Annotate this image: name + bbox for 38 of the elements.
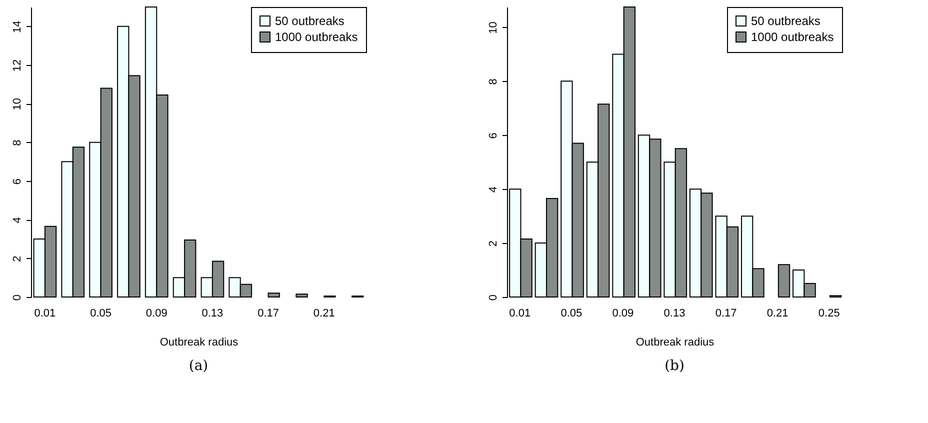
legend-label: 50 outbreaks — [751, 14, 820, 28]
x-tick-label: 0.21 — [766, 308, 788, 320]
x-tick-label: 0.01 — [34, 308, 56, 320]
y-tick-label: 6 — [488, 132, 500, 139]
x-tick-label: 0.25 — [818, 308, 840, 320]
text: (b) — [664, 358, 684, 374]
x-tick-label: 0.17 — [715, 308, 737, 320]
x-axis-title: Outbreak radius — [160, 336, 239, 348]
x-tick-label: 0.09 — [612, 308, 634, 320]
y-tick-label: 8 — [488, 78, 500, 85]
x-tick-label: 0.01 — [509, 308, 531, 320]
legend-label: 1000 outbreaks — [275, 30, 358, 44]
y-tick-label: 6 — [12, 178, 24, 185]
x-tick-label: 0.05 — [560, 308, 582, 320]
y-tick-label: 10 — [488, 22, 500, 34]
x-tick-label: 0.05 — [90, 308, 112, 320]
x-tick-label: 0.17 — [258, 308, 280, 320]
y-tick-label: 8 — [12, 140, 24, 146]
y-tick-label: 2 — [12, 256, 24, 262]
legend-label: 1000 outbreaks — [751, 30, 834, 44]
x-axis-title: Outbreak radius — [636, 336, 715, 348]
y-tick-label: 4 — [488, 186, 500, 193]
x-tick-label: 0.21 — [313, 308, 335, 320]
text: (a) — [188, 358, 208, 374]
y-tick-label: 4 — [12, 217, 24, 224]
y-tick-label: 14 — [12, 20, 24, 33]
x-tick-label: 0.13 — [664, 308, 686, 320]
y-tick-label: 0 — [12, 294, 24, 301]
bar — [778, 264, 790, 298]
x-tick-label: 0.13 — [202, 308, 224, 320]
y-tick-label: 2 — [488, 240, 500, 247]
y-tick-label: 10 — [12, 98, 24, 110]
bar — [296, 294, 308, 298]
bar — [268, 292, 280, 298]
legend-label: 50 outbreaks — [275, 14, 344, 28]
y-tick-label: 0 — [488, 294, 500, 301]
y-tick-label: 12 — [12, 59, 24, 72]
x-tick-label: 0.09 — [146, 308, 168, 320]
